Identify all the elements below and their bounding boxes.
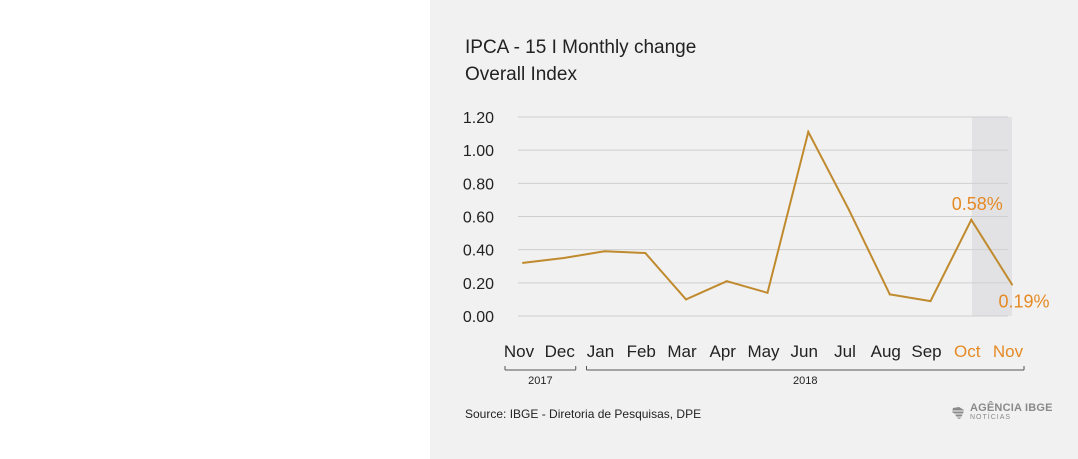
x-tick-label: Aug: [871, 342, 901, 361]
data-point: [603, 250, 606, 253]
x-tick-label: Mar: [667, 342, 697, 361]
x-tick-label: Feb: [627, 342, 656, 361]
y-tick-label: 1.20: [463, 110, 494, 127]
logo-brand: AGÊNCIA IBGE: [970, 402, 1053, 414]
x-tick-label: Nov: [993, 342, 1024, 361]
data-point: [766, 291, 769, 294]
agencia-ibge-logo: AGÊNCIA IBGE NOTÍCIAS: [950, 403, 1053, 422]
data-point: [1011, 283, 1013, 286]
year-label: 2017: [528, 375, 552, 387]
data-point: [644, 251, 647, 254]
y-tick-label: 1.00: [463, 143, 494, 160]
year-label: 2018: [793, 375, 817, 387]
data-label: 0.58%: [952, 194, 1003, 214]
x-tick-label: Jun: [791, 342, 818, 361]
logo-subtitle: NOTÍCIAS: [970, 414, 1012, 421]
data-point: [685, 298, 687, 301]
y-tick-label: 0.60: [463, 210, 494, 227]
data-point: [562, 256, 565, 259]
y-tick-label: 0.40: [463, 243, 494, 260]
y-tick-layer: 0.00 0.20 0.40 0.60 0.80 1.00 1.20: [463, 110, 494, 326]
data-point: [888, 293, 891, 296]
x-tick-label: Jan: [587, 342, 614, 361]
y-tick-label: 0.20: [463, 276, 494, 293]
source-note: Source: IBGE - Diretoria de Pesquisas, D…: [465, 407, 702, 421]
x-tick-label: Dec: [545, 342, 576, 361]
x-tick-layer: Nov Dec Jan Feb Mar Apr May Jun Jul Aug Sep Oct Nov: [504, 342, 1024, 361]
data-point: [929, 300, 932, 303]
ibge-brazil-map-icon: [950, 406, 966, 419]
data-point: [848, 208, 850, 211]
x-tick-label: Nov: [504, 342, 535, 361]
data-label: 0.19%: [998, 291, 1049, 311]
y-tick-label: 0.80: [463, 176, 494, 193]
data-point: [522, 261, 524, 264]
annotation-layer: 0.58% 0.19%: [952, 194, 1050, 312]
data-point: [807, 130, 810, 133]
year-group-layer: 2017 2018: [504, 366, 1025, 387]
chart-subtitle: Overall Index: [465, 64, 577, 85]
x-tick-label: Jul: [834, 342, 856, 361]
data-point: [970, 218, 973, 221]
y-tick-label: 0.00: [463, 309, 494, 326]
x-tick-label: Apr: [710, 342, 737, 361]
grid-layer: [518, 116, 1008, 317]
chart-panel: IPCA - 15 I Monthly change Overall Index…: [430, 0, 1078, 459]
x-tick-label: Oct: [954, 342, 981, 361]
chart-title: IPCA - 15 I Monthly change: [465, 37, 697, 58]
x-tick-label: May: [747, 342, 780, 361]
line-chart: 0.000.200.400.600.801.001.20 0.58%0.19% …: [463, 110, 1050, 387]
chart-title-block: IPCA - 15 I Monthly change Overall Index: [465, 34, 696, 88]
data-point: [725, 280, 728, 283]
series-layer: [522, 129, 1013, 303]
x-tick-label: Sep: [911, 342, 941, 361]
